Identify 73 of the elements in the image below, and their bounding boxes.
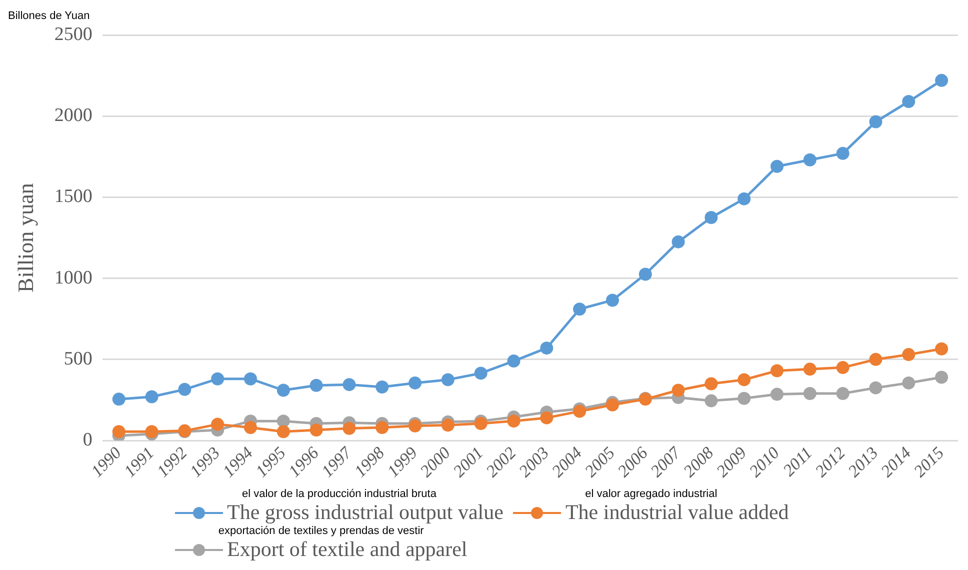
point (211, 418, 224, 431)
point (738, 373, 751, 386)
point (276, 425, 290, 438)
y-tick-label: 1500 (54, 186, 92, 208)
point (342, 378, 356, 392)
point (573, 404, 586, 418)
point (738, 192, 751, 206)
point (902, 348, 916, 362)
point (540, 411, 554, 424)
point (869, 115, 882, 128)
point (672, 384, 685, 397)
y-tick-label: 2000 (54, 105, 92, 126)
point (573, 302, 586, 316)
point (376, 421, 389, 434)
point (178, 382, 192, 396)
point (244, 372, 257, 386)
point (474, 366, 488, 380)
point (836, 146, 850, 160)
y-axis-title: Billion yuan (12, 183, 38, 292)
point (211, 372, 224, 386)
point (276, 384, 290, 397)
legend-label: The gross industrial output value (227, 500, 504, 525)
point (803, 386, 816, 400)
point (738, 392, 751, 405)
text: el valor agregado industrial (584, 488, 718, 500)
point (310, 378, 323, 392)
point (935, 74, 948, 87)
point (704, 210, 718, 224)
point (342, 422, 356, 435)
point (638, 268, 652, 281)
point (276, 414, 290, 428)
point (836, 386, 850, 400)
point (803, 153, 816, 166)
y-tick-label: 0 (82, 430, 92, 451)
text: el valor de la producción industrial bruta (241, 488, 438, 500)
point (704, 377, 718, 390)
point (770, 364, 784, 378)
point (902, 95, 916, 108)
point (869, 381, 882, 394)
point (507, 354, 520, 368)
point (112, 425, 126, 438)
point (376, 380, 389, 394)
point (836, 361, 850, 374)
point (145, 425, 158, 438)
y-tick-label: 500 (64, 348, 92, 370)
point (112, 392, 126, 406)
legend-label: Export of textile and apparel (227, 537, 468, 562)
y-tick-label: 2500 (54, 24, 92, 45)
point (672, 235, 685, 248)
legend-label: The industrial value added (565, 500, 789, 525)
y-tick-label: 1000 (54, 267, 92, 288)
point (770, 388, 784, 401)
point (606, 398, 619, 412)
point (869, 352, 882, 366)
point (606, 294, 619, 307)
point (310, 423, 323, 436)
point (408, 376, 422, 390)
point (770, 160, 784, 173)
text: exportación de textiles y prendas de vestir (217, 525, 425, 537)
point (935, 342, 948, 356)
point (935, 370, 948, 384)
point (441, 418, 454, 432)
point (408, 419, 422, 432)
text: Billones de Yuan (8, 10, 90, 22)
point (704, 394, 718, 408)
point (441, 373, 454, 386)
point (244, 421, 257, 434)
point (902, 376, 916, 390)
point (507, 414, 520, 428)
point (540, 342, 554, 355)
point (474, 417, 488, 430)
point (145, 390, 158, 404)
point (803, 362, 816, 376)
